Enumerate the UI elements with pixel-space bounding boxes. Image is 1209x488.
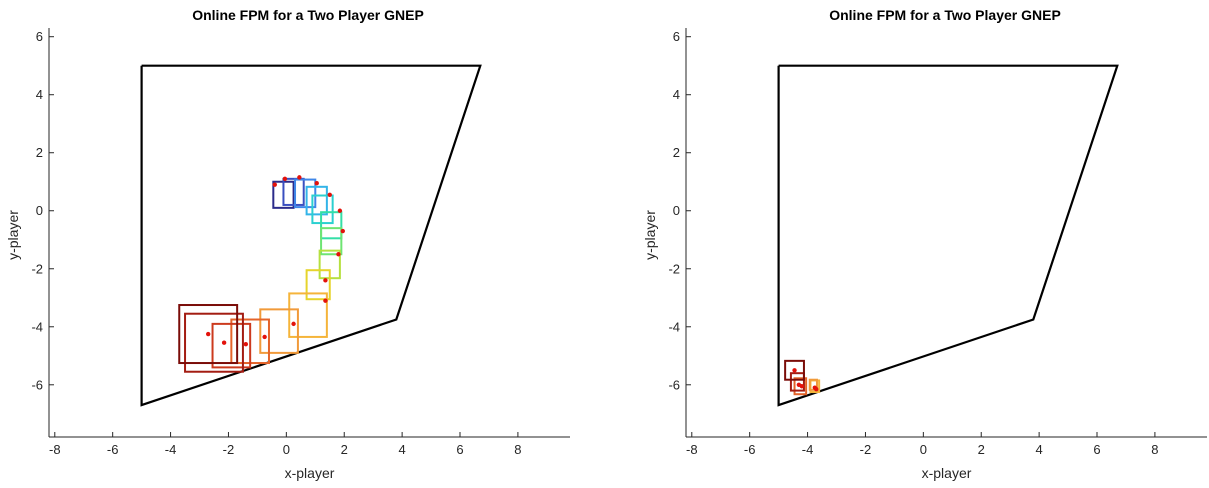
right-y-tick-label: 6 bbox=[673, 29, 680, 44]
left-uncertainty-box-8 bbox=[305, 269, 331, 301]
right-x-tick-label: 8 bbox=[1151, 442, 1158, 457]
left-x-tick-label: -8 bbox=[49, 442, 61, 457]
left-uncertainty-box-9 bbox=[288, 292, 328, 338]
right-x-tick-label: -4 bbox=[802, 442, 814, 457]
right-x-tick-label: 4 bbox=[1036, 442, 1043, 457]
left-x-tick-label: -4 bbox=[165, 442, 177, 457]
left-x-tick-label: -6 bbox=[107, 442, 119, 457]
left-y-tick-label: 0 bbox=[36, 203, 43, 218]
left-uncertainty-box-14 bbox=[178, 304, 239, 365]
left-iterate-point-9 bbox=[323, 298, 328, 303]
left-iterate-point-1 bbox=[282, 176, 288, 182]
left-iterate-point-14 bbox=[205, 331, 211, 337]
left-x-tick-label: 6 bbox=[456, 442, 463, 457]
left-y-axis-label: y-player bbox=[5, 210, 21, 260]
left-iterate-point-6 bbox=[340, 228, 345, 234]
right-plot-area bbox=[777, 64, 1119, 407]
right-y-tick-label: 4 bbox=[673, 87, 680, 102]
left-y-tick-label: 4 bbox=[36, 87, 43, 102]
left-iterate-point-0 bbox=[272, 182, 277, 187]
right-axes: -8 -6 -4 -2 0 2 4 6 8 -6 -4 -2 0 2 4 6 bbox=[668, 28, 1207, 457]
left-y-tick-label: 2 bbox=[36, 145, 43, 160]
left-plot-area bbox=[140, 64, 482, 407]
right-y-tick-label: -4 bbox=[668, 319, 680, 334]
right-x-tick-label: 6 bbox=[1093, 442, 1100, 457]
left-uncertainty-box-2 bbox=[294, 178, 317, 209]
left-constraint-polygon bbox=[140, 64, 482, 407]
left-uncertainty-box-3 bbox=[305, 185, 328, 216]
right-y-tick-label: 0 bbox=[673, 203, 680, 218]
left-iterate-point-7 bbox=[336, 252, 341, 257]
left-x-tick-label: -2 bbox=[223, 442, 235, 457]
left-uncertainty-box-12 bbox=[211, 322, 252, 369]
right-uncertainty-box-1 bbox=[808, 378, 818, 391]
right-x-tick-label: -6 bbox=[744, 442, 756, 457]
left-x-tick-label: 2 bbox=[341, 442, 348, 457]
right-iterate-point-4 bbox=[792, 368, 797, 373]
left-axes: -8 -6 -4 -2 0 2 4 6 8 -6 -4 -2 0 2 4 6 bbox=[31, 28, 570, 457]
left-iterate-point-10 bbox=[291, 321, 296, 327]
left-x-tick-label: 8 bbox=[514, 442, 521, 457]
right-x-axis-label: x-player bbox=[922, 465, 972, 481]
right-y-tick-label: -6 bbox=[668, 377, 680, 392]
left-uncertainty-box-1 bbox=[282, 177, 305, 206]
left-x-tick-label: 4 bbox=[399, 442, 406, 457]
right-y-tick-label: 2 bbox=[673, 145, 680, 160]
left-y-tick-label: -2 bbox=[31, 261, 43, 276]
left-iterate-point-8 bbox=[323, 278, 328, 283]
left-y-tick-label: -6 bbox=[31, 377, 43, 392]
left-iterate-point-13 bbox=[221, 340, 227, 345]
right-x-tick-label: -8 bbox=[686, 442, 698, 457]
left-iterate-point-5 bbox=[337, 208, 343, 213]
left-iterate-point-11 bbox=[262, 334, 267, 340]
left-iterate-point-2 bbox=[297, 175, 302, 180]
left-x-axis-label: x-player bbox=[285, 465, 335, 481]
right-uncertainty-box-2 bbox=[793, 377, 808, 396]
right-uncertainty-box-3 bbox=[789, 372, 805, 392]
left-chart-title: Online FPM for a Two Player GNEP bbox=[192, 7, 424, 23]
left-x-tick-label: 0 bbox=[283, 442, 290, 457]
left-uncertainty-box-5 bbox=[320, 211, 343, 240]
left-iterate-point-12 bbox=[243, 341, 249, 347]
left-iterate-point-3 bbox=[314, 180, 319, 186]
left-chart-panel: Online FPM for a Two Player GNEP x-playe… bbox=[5, 7, 570, 481]
left-iterate-point-4 bbox=[327, 192, 332, 197]
right-constraint-polygon bbox=[777, 64, 1119, 407]
right-y-tick-label: -2 bbox=[668, 261, 680, 276]
right-x-tick-label: 2 bbox=[978, 442, 985, 457]
right-x-tick-label: -2 bbox=[860, 442, 872, 457]
right-iterate-point-3 bbox=[796, 382, 802, 387]
left-y-tick-label: -4 bbox=[31, 319, 43, 334]
left-y-tick-label: 6 bbox=[36, 29, 43, 44]
right-chart-panel: Online FPM for a Two Player GNEP x-playe… bbox=[642, 7, 1207, 481]
left-uncertainty-box-6 bbox=[320, 227, 343, 256]
right-x-tick-label: 0 bbox=[920, 442, 927, 457]
left-uncertainty-box-10 bbox=[259, 308, 299, 354]
left-uncertainty-box-13 bbox=[184, 312, 244, 373]
right-iterate-point-1 bbox=[812, 385, 818, 390]
right-uncertainty-box-4 bbox=[784, 359, 805, 381]
right-y-axis-label: y-player bbox=[642, 210, 658, 260]
left-uncertainty-box-4 bbox=[311, 194, 334, 225]
right-chart-title: Online FPM for a Two Player GNEP bbox=[829, 7, 1061, 23]
